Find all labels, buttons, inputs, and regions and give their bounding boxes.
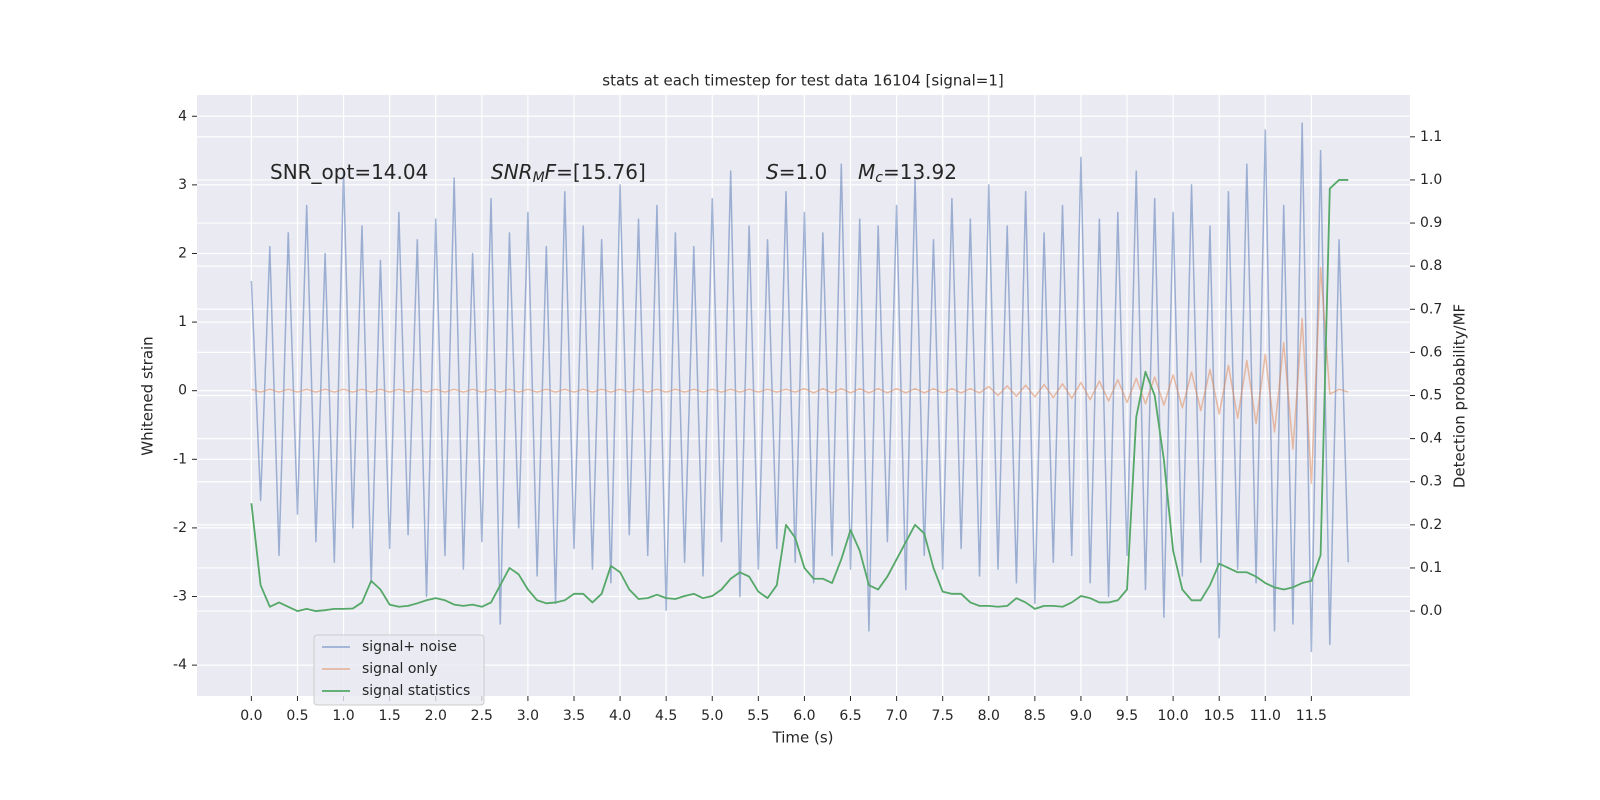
x-tick-label: 3.5 <box>563 708 585 724</box>
x-tick-label: 0.0 <box>240 708 262 724</box>
legend-box <box>313 634 485 706</box>
x-tick-label: 5.5 <box>747 708 769 724</box>
x-tick-label: 9.0 <box>1070 708 1092 724</box>
x-tick-label: 11.5 <box>1296 708 1327 724</box>
chart-title: stats at each timestep for test data 161… <box>602 72 1003 90</box>
x-axis-label: Time (s) <box>772 729 834 747</box>
y2-tick-label: 0.9 <box>1420 215 1442 231</box>
x-tick-label: 11.0 <box>1250 708 1281 724</box>
y2-tick-label: 0.4 <box>1420 431 1442 447</box>
annotation: SNR_opt=14.04 <box>270 160 428 184</box>
annotation-part: =1.0 <box>779 160 828 184</box>
x-tick-label: 2.0 <box>425 708 447 724</box>
x-tick-label: 4.5 <box>655 708 677 724</box>
annotation-part: S <box>766 160 779 184</box>
x-tick-label: 0.5 <box>286 708 308 724</box>
annotation: S=1.0 <box>766 160 827 184</box>
y-tick-label: 0 <box>178 383 187 399</box>
y-tick-label: 3 <box>178 177 187 193</box>
y2-tick-label: 0.6 <box>1420 344 1442 360</box>
y-tick-label: -4 <box>173 657 187 673</box>
annotation-part: F <box>545 160 557 184</box>
annotation-part: =[15.76] <box>556 160 646 184</box>
series-line <box>250 179 1349 612</box>
series-line <box>250 122 1349 653</box>
y2-tick-label: 0.2 <box>1420 517 1442 533</box>
series-line <box>251 266 1349 485</box>
y2-axis-label: Detection probability/MF <box>1451 304 1469 488</box>
y2-tick-label: 1.1 <box>1420 129 1442 145</box>
x-tick-label: 7.0 <box>885 708 907 724</box>
annotation: SNRMF=[15.76] <box>491 160 646 187</box>
annotation-part: SNR_opt=14.04 <box>270 160 428 184</box>
x-tick-label: 1.5 <box>379 708 401 724</box>
x-tick-label: 5.0 <box>701 708 723 724</box>
x-tick-label: 3.0 <box>517 708 539 724</box>
x-tick-label: 6.5 <box>839 708 861 724</box>
y-tick-label: -1 <box>173 451 187 467</box>
y2-tick-label: 0.5 <box>1420 388 1442 404</box>
y2-tick-label: 0.3 <box>1420 474 1442 490</box>
legend-label: signal+ noise <box>362 639 457 655</box>
annotation-part: M <box>858 160 875 184</box>
legend-label: signal only <box>362 661 437 677</box>
x-tick-label: 8.0 <box>978 708 1000 724</box>
y2-tick-label: 1.0 <box>1420 172 1442 188</box>
annotation-part: SNR <box>491 160 533 184</box>
x-tick-label: 8.5 <box>1024 708 1046 724</box>
x-tick-label: 6.0 <box>793 708 815 724</box>
x-tick-label: 10.5 <box>1204 708 1235 724</box>
y2-tick-label: 0.0 <box>1420 603 1442 619</box>
annotation-part: M <box>533 170 545 186</box>
x-tick-label: 7.5 <box>932 708 954 724</box>
x-tick-label: 4.0 <box>609 708 631 724</box>
annotation-part: =13.92 <box>883 160 957 184</box>
x-tick-label: 2.5 <box>471 708 493 724</box>
x-tick-label: 9.5 <box>1116 708 1138 724</box>
annotation: Mc=13.92 <box>858 160 957 187</box>
x-tick-label: 1.0 <box>332 708 354 724</box>
y-tick-label: -3 <box>173 589 187 605</box>
legend-label: signal statistics <box>362 683 470 699</box>
marks <box>250 122 1349 653</box>
x-tick-label: 10.0 <box>1158 708 1189 724</box>
y-axis-label: Whitened strain <box>139 336 157 455</box>
y2-tick-label: 0.1 <box>1420 560 1442 576</box>
y2-tick-label: 0.8 <box>1420 258 1442 274</box>
y-tick-label: 4 <box>178 108 187 124</box>
y2-tick-label: 0.7 <box>1420 301 1442 317</box>
labels: 0.0 0.5 1.0 1.5 2.0 2.5 3.0 3.5 4.0 4.5 5.0 5.5 6.0 6… <box>173 108 1442 724</box>
y-tick-label: -2 <box>173 520 187 536</box>
y-tick-label: 1 <box>178 314 187 330</box>
y-tick-label: 2 <box>178 245 187 261</box>
annotation-part: c <box>875 170 883 186</box>
